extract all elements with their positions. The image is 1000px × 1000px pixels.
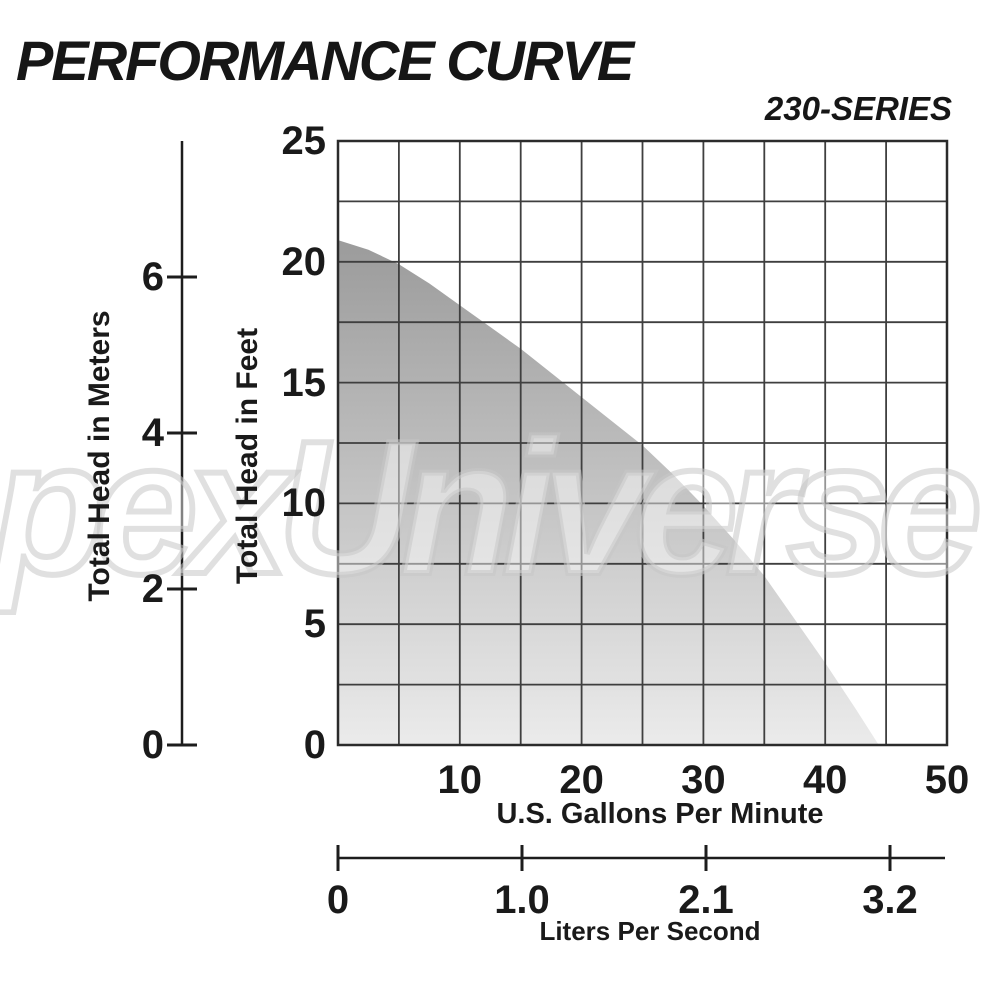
liters-tick-label: 1.0 xyxy=(494,878,550,922)
gpm-tick-label: 10 xyxy=(437,758,483,802)
feet-tick-label: 0 xyxy=(303,723,326,767)
secondary-y-axis-title: Total Head in Meters xyxy=(83,310,116,602)
meters-tick-label: 2 xyxy=(141,567,164,611)
x-axis-title: U.S. Gallons Per Minute xyxy=(496,798,824,830)
grid-lines xyxy=(338,141,947,745)
gpm-tick-label: 50 xyxy=(924,758,970,802)
meters-tick-label: 0 xyxy=(141,723,164,767)
feet-tick-label: 5 xyxy=(303,602,326,647)
performance-curve-area xyxy=(338,240,879,745)
liters-tick-label: 0 xyxy=(326,878,350,922)
liters-tick-label: 3.2 xyxy=(862,878,918,922)
gpm-tick-label: 30 xyxy=(681,758,726,802)
liters-tick-label: 2.1 xyxy=(678,878,734,922)
feet-tick-label: 10 xyxy=(281,481,327,526)
plot-border xyxy=(336,139,949,747)
y-axis-title: Total Head in Feet xyxy=(231,327,264,585)
secondary-x-axis-title: Liters Per Second xyxy=(539,916,761,946)
feet-tick-label: 15 xyxy=(281,360,327,405)
secondary-axes xyxy=(167,141,945,871)
feet-tick-label: 20 xyxy=(281,239,327,284)
gpm-tick-label: 20 xyxy=(559,758,604,802)
meters-tick-label: 4 xyxy=(141,411,164,455)
meters-tick-label: 6 xyxy=(141,255,164,299)
series-label: 230-SERIES xyxy=(764,90,952,127)
gpm-tick-label: 40 xyxy=(802,758,848,802)
feet-tick-label: 25 xyxy=(281,119,327,163)
page-title: PERFORMANCE CURVE xyxy=(16,29,634,92)
